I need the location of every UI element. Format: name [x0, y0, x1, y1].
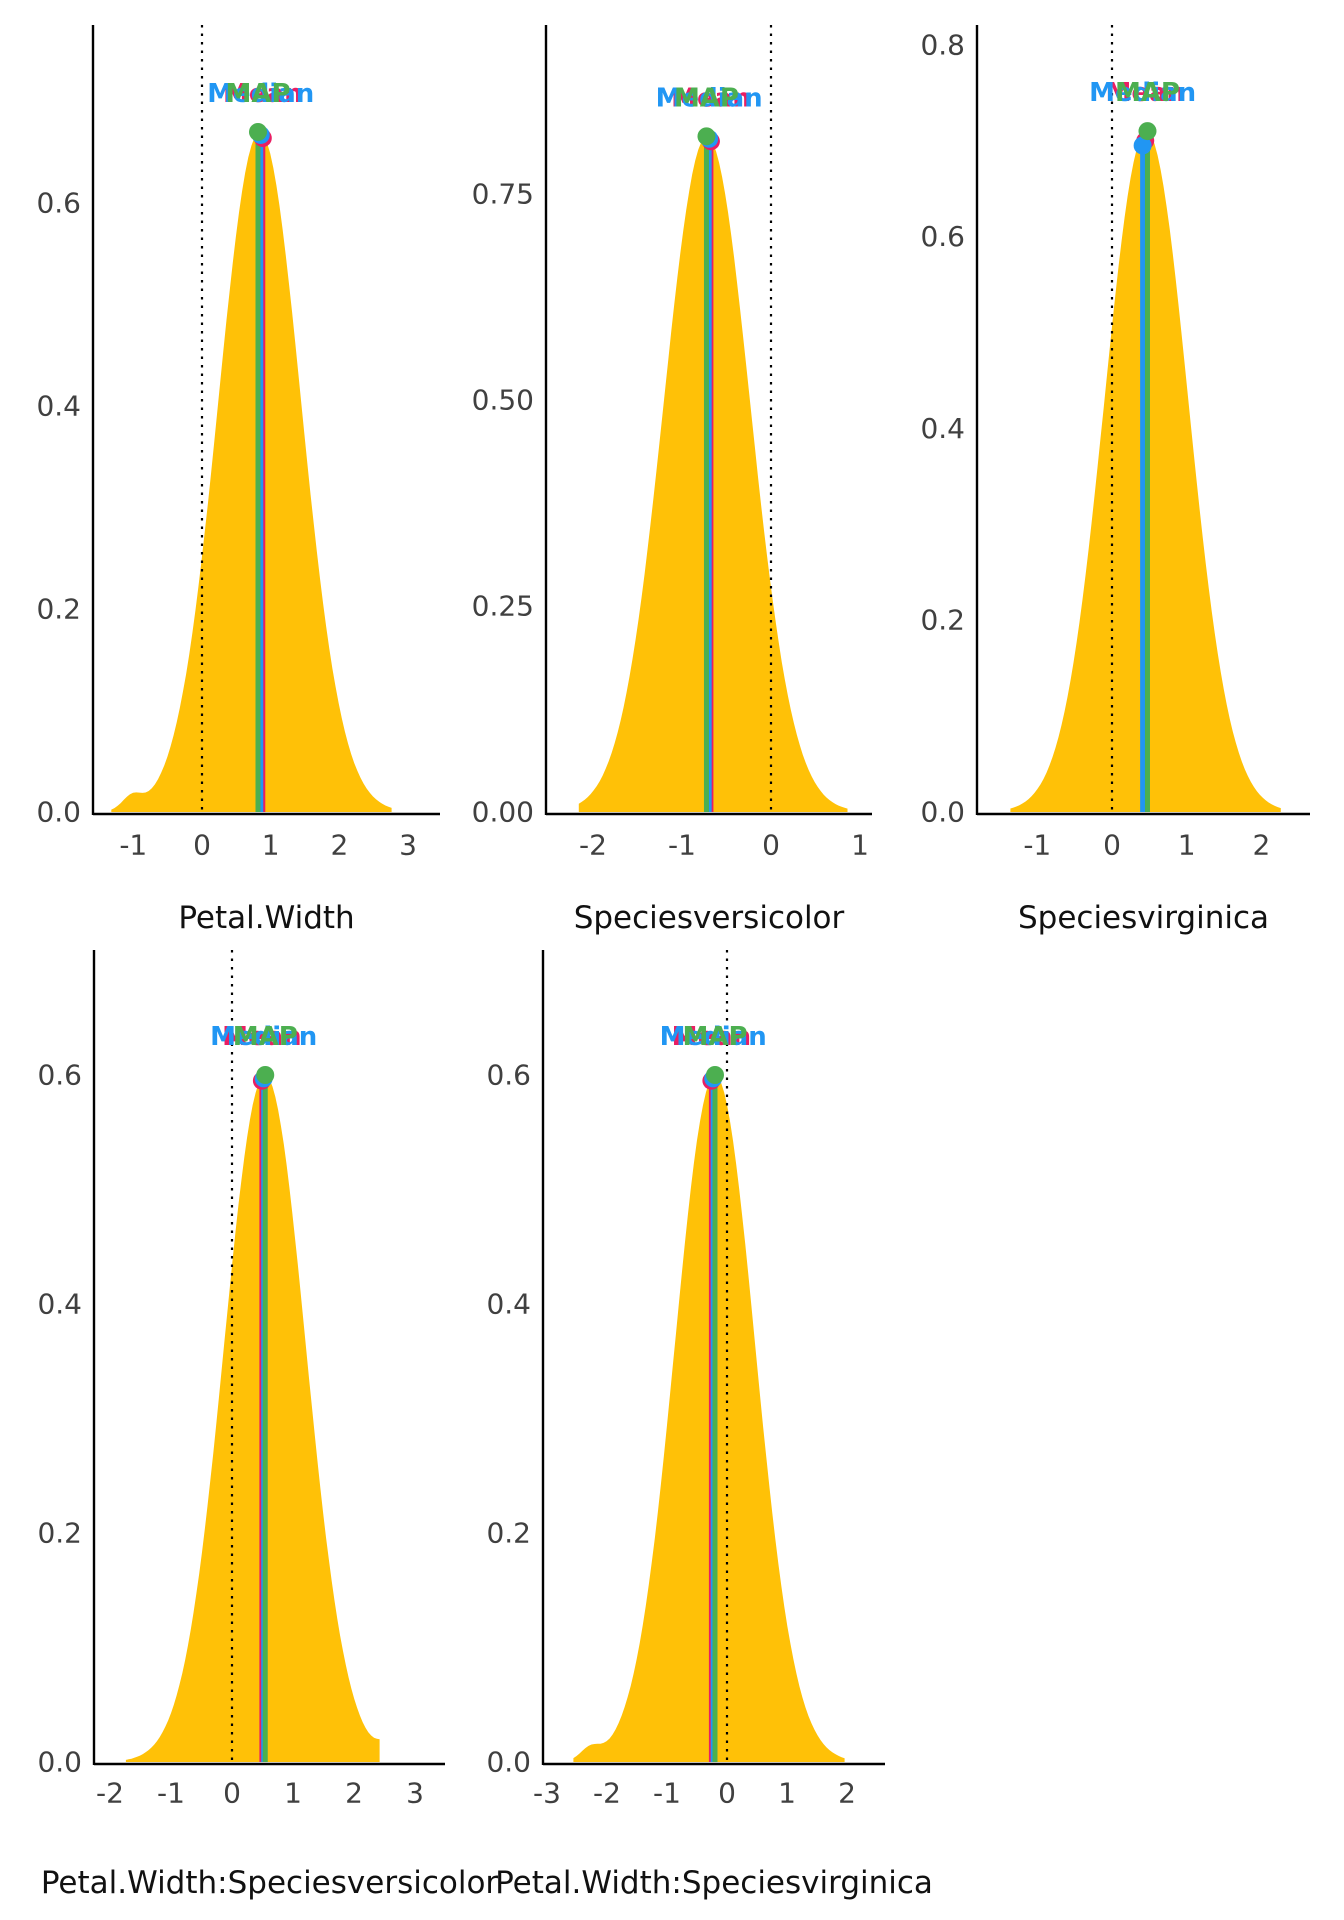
- peak-dot-map: [256, 1066, 275, 1084]
- y-tick-label: 0.6: [36, 187, 81, 220]
- estimate-label-mean: Mean: [222, 1022, 302, 1052]
- x-tick-label: 3: [399, 829, 417, 862]
- y-tick-label: 0.4: [36, 390, 81, 423]
- facet-title: Petal.Width: [178, 900, 354, 936]
- estimate-label-mean: Mean: [671, 83, 751, 113]
- y-tick-label: 0.2: [486, 1517, 531, 1550]
- y-tick-label: 0.75: [472, 178, 534, 211]
- x-tick-label: -3: [533, 1777, 561, 1810]
- y-tick-label: 0.0: [486, 1746, 531, 1779]
- y-tick-label: 0.2: [920, 604, 965, 637]
- x-tick-label: 0: [223, 1777, 241, 1810]
- x-tick-label: 0: [1103, 829, 1121, 862]
- peak-dot-median: [1133, 136, 1152, 155]
- facet-title: Speciesversicolor: [574, 900, 845, 936]
- estimate-label-median: Median: [660, 1022, 767, 1052]
- x-tick-label: -2: [96, 1777, 124, 1810]
- facet-title: Petal.Width:Speciesvirginica: [495, 1865, 933, 1901]
- estimate-label-map: MAP: [225, 79, 290, 109]
- x-tick-label: 0: [762, 829, 780, 862]
- x-tick-label: -1: [668, 829, 696, 862]
- facet-title: Petal.Width:Speciesversicolor: [41, 1865, 499, 1901]
- x-tick-label: -1: [157, 1777, 185, 1810]
- y-tick-label: 0.4: [37, 1288, 82, 1321]
- estimate-label-map: MAP: [233, 1022, 298, 1052]
- y-tick-label: 0.0: [36, 796, 81, 829]
- y-tick-label: 0.6: [920, 220, 965, 253]
- x-tick-label: -1: [1023, 829, 1051, 862]
- estimate-label-mean: Mean: [1105, 78, 1185, 108]
- peak-dot-map: [697, 127, 716, 146]
- x-tick-label: -2: [593, 1777, 621, 1810]
- y-tick-label: 0.6: [486, 1059, 531, 1092]
- x-tick-label: 2: [1252, 829, 1270, 862]
- y-tick-label: 0.6: [37, 1059, 82, 1092]
- estimate-label-median: Median: [1089, 78, 1196, 108]
- y-tick-label: 0.4: [486, 1288, 531, 1321]
- peak-dot-map: [1138, 122, 1157, 141]
- x-tick-label: 1: [262, 829, 280, 862]
- x-tick-label: 1: [284, 1777, 302, 1810]
- x-tick-label: 2: [330, 829, 348, 862]
- x-tick-label: -1: [119, 829, 147, 862]
- y-tick-label: 0.0: [920, 796, 965, 829]
- y-tick-label: 0.50: [472, 384, 534, 417]
- estimate-label-map: MAP: [674, 83, 739, 113]
- y-tick-label: 0.00: [472, 796, 534, 829]
- estimate-label-map: MAP: [682, 1022, 747, 1052]
- x-tick-label: 1: [1178, 829, 1196, 862]
- x-tick-label: 1: [851, 829, 869, 862]
- x-tick-label: -1: [653, 1777, 681, 1810]
- y-tick-label: 0.2: [36, 593, 81, 626]
- estimate-label-median: Median: [207, 79, 314, 109]
- estimate-label-mean: Mean: [672, 1022, 752, 1052]
- x-tick-label: 2: [838, 1777, 856, 1810]
- y-tick-label: 0.4: [920, 412, 965, 445]
- y-tick-label: 0.8: [920, 28, 965, 61]
- x-tick-label: 1: [778, 1777, 796, 1810]
- estimate-label-median: Median: [210, 1022, 317, 1052]
- x-tick-label: 0: [193, 829, 211, 862]
- x-tick-label: -2: [579, 829, 607, 862]
- y-tick-label: 0.2: [37, 1517, 82, 1550]
- estimate-label-median: Median: [656, 83, 763, 113]
- peak-dot-map: [706, 1066, 724, 1084]
- estimate-label-mean: Mean: [223, 79, 303, 109]
- estimate-label-map: MAP: [1115, 78, 1180, 108]
- peak-dot-map: [248, 122, 267, 141]
- y-tick-label: 0.25: [472, 590, 534, 623]
- y-tick-label: 0.0: [37, 1746, 82, 1779]
- x-tick-label: 2: [345, 1777, 363, 1810]
- density-area: [111, 132, 392, 812]
- x-tick-label: 3: [406, 1777, 424, 1810]
- facet-title: Speciesvirginica: [1018, 900, 1269, 936]
- x-tick-label: 0: [718, 1777, 736, 1810]
- density-area: [125, 1075, 380, 1762]
